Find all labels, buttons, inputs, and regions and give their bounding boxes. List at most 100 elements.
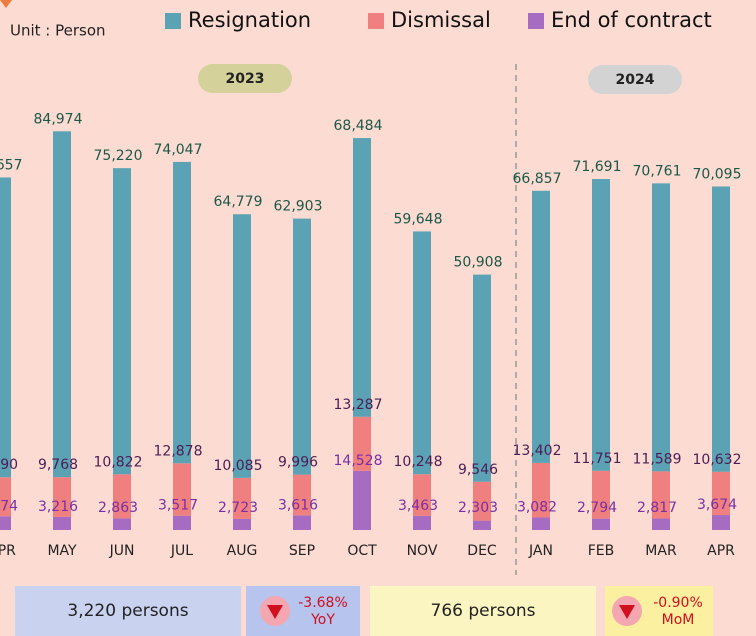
change-value: -0.90%	[653, 595, 703, 611]
bar-segment	[413, 231, 431, 475]
bar-segment	[353, 416, 371, 471]
bar-segment	[0, 477, 11, 517]
x-tick-label: FEB	[588, 543, 615, 559]
summary-box	[370, 586, 596, 636]
value-label: 11,751	[573, 451, 622, 467]
bar-segment	[652, 471, 670, 519]
value-label: 3,216	[38, 499, 78, 515]
value-label: 2,723	[218, 500, 258, 516]
bar-segment	[473, 481, 491, 521]
bar-segment	[293, 474, 311, 516]
legend-label: Dismissal	[391, 8, 491, 32]
change-period: YoY	[310, 612, 335, 628]
value-label: 12,878	[154, 443, 203, 459]
x-tick-label: DEC	[467, 543, 497, 559]
year-badge	[198, 64, 292, 93]
change-period: MoM	[662, 612, 695, 628]
summary-box	[15, 586, 241, 636]
bar-segment	[113, 168, 131, 475]
value-label: 2,863	[98, 500, 138, 516]
bar-segment	[712, 186, 730, 472]
value-label: 9,590	[0, 457, 18, 473]
x-tick-label: MAR	[645, 543, 677, 559]
x-tick-label: APR	[707, 543, 735, 559]
x-tick-label: SEP	[289, 543, 315, 559]
value-label: 3,463	[398, 498, 438, 514]
value-label: 68,484	[334, 118, 383, 134]
year-label: 2024	[616, 72, 655, 88]
corner-marker	[0, 0, 12, 8]
bar-segment	[0, 516, 11, 530]
bar-segment	[113, 518, 131, 530]
value-label: 11,589	[633, 451, 682, 467]
bar-segment	[353, 470, 371, 530]
bar-segment	[652, 518, 670, 530]
x-tick-label: APR	[0, 543, 16, 559]
bar-segment	[353, 138, 371, 417]
bar-segment	[173, 463, 191, 516]
legend-swatch	[368, 13, 384, 29]
x-tick-label: JUN	[109, 543, 135, 559]
value-label: 84,974	[34, 111, 83, 127]
value-label: 13,287	[334, 397, 383, 413]
bar-segment	[473, 520, 491, 530]
value-label: 74,047	[154, 142, 203, 158]
value-label: 2,817	[637, 500, 677, 516]
value-label: 9,996	[278, 455, 318, 471]
bar-segment	[473, 274, 491, 482]
bar-segment	[53, 477, 71, 517]
bar-segment	[293, 218, 311, 475]
x-tick-label: OCT	[347, 543, 377, 559]
bar-segment	[532, 462, 550, 518]
legend-label: Resignation	[188, 8, 311, 32]
bar-segment	[173, 161, 191, 464]
year-label: 2023	[226, 71, 265, 87]
bar-segment	[113, 474, 131, 519]
value-label: 10,632	[693, 452, 742, 468]
bar-segment	[233, 518, 251, 530]
bar-segment	[413, 474, 431, 516]
bar-segment	[532, 517, 550, 530]
x-tick-label: MAY	[47, 543, 77, 559]
value-label: 13,402	[513, 443, 562, 459]
bar-segment	[173, 515, 191, 530]
value-label: 14,528	[334, 453, 383, 469]
bar-segment	[293, 515, 311, 530]
summary-text: 3,220 persons	[67, 601, 188, 621]
value-label: 9,768	[38, 457, 78, 473]
value-label: 70,095	[693, 166, 742, 182]
value-label: 62,903	[274, 199, 323, 215]
bar-segment	[53, 131, 71, 478]
bar-segment	[413, 515, 431, 530]
value-label: 66,857	[513, 171, 562, 187]
x-tick-label: AUG	[227, 543, 258, 559]
x-tick-label: JAN	[528, 543, 553, 559]
summary-text: 766 persons	[431, 601, 536, 621]
value-label: 71,691	[573, 159, 622, 175]
bar-segment	[652, 183, 670, 472]
legend-swatch	[165, 13, 181, 29]
bar-segment	[712, 471, 730, 516]
value-label: 75,220	[94, 148, 143, 164]
value-label: 59,648	[394, 211, 443, 227]
unit-label: Unit : Person	[10, 22, 106, 40]
bar-segment	[233, 214, 251, 478]
legend-swatch	[528, 13, 544, 29]
bar-segment	[53, 516, 71, 530]
bar-segment	[592, 518, 610, 530]
value-label: 9,546	[458, 462, 498, 478]
value-label: 64,779	[214, 194, 263, 210]
value-label: 10,248	[394, 454, 443, 470]
value-label: 70,761	[633, 163, 682, 179]
value-label: 2,303	[458, 500, 498, 516]
down-arrow	[267, 605, 283, 619]
value-label: 3,082	[517, 499, 557, 515]
change-value: -3.68%	[298, 595, 348, 611]
bar-segment	[592, 179, 610, 471]
value-label: 2,794	[577, 500, 617, 516]
value-label: 50,908	[454, 255, 503, 271]
down-arrow	[619, 605, 635, 619]
bar-segment	[532, 190, 550, 463]
value-label: 3,517	[158, 498, 198, 514]
